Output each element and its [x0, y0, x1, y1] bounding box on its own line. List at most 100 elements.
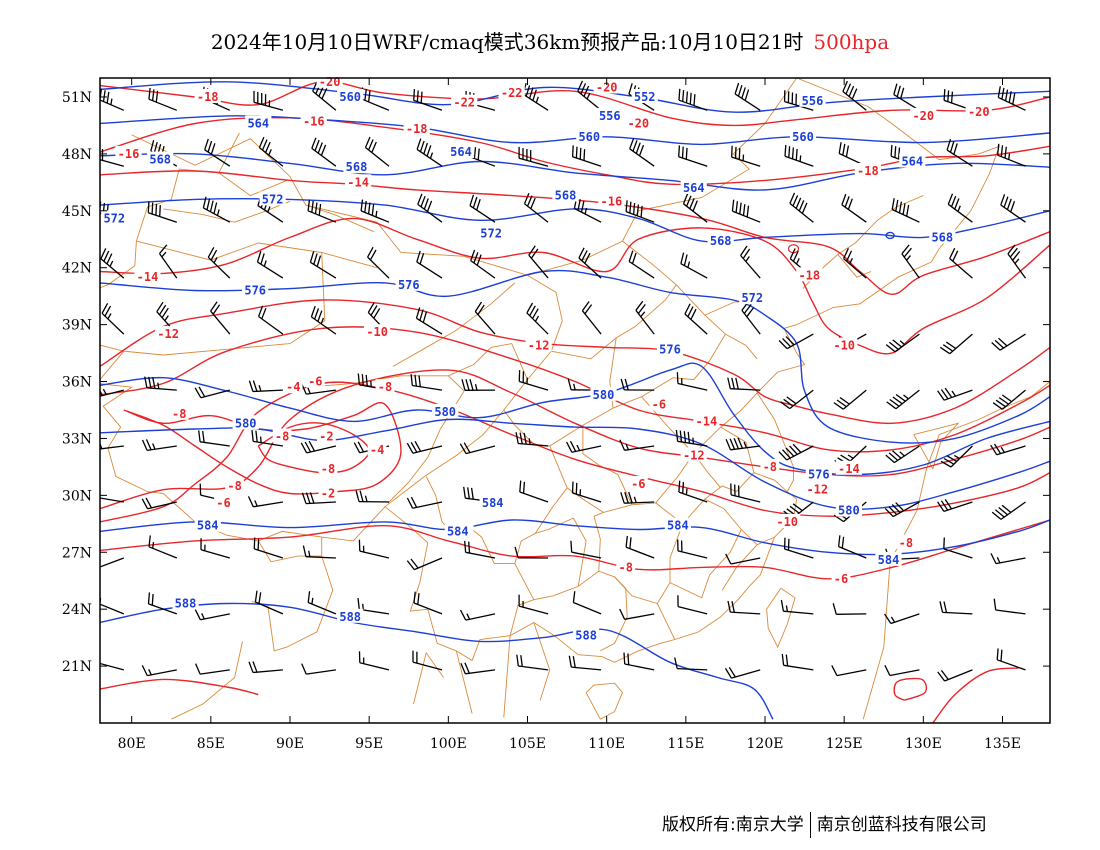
- temperature-contour-label: -12: [157, 327, 179, 341]
- geopotential-contour-label-bg: [707, 233, 734, 248]
- geopotential-contour-label: 568: [555, 189, 577, 203]
- wind-barb: [991, 501, 1026, 520]
- geopotential-contour-label: 572: [480, 227, 502, 241]
- wind-barb: [990, 443, 1026, 456]
- temperature-contour-label: -12: [806, 483, 828, 497]
- temperature-contour-label: -8: [275, 430, 289, 444]
- wind-barb: [1000, 194, 1026, 223]
- temperature-contour-label-bg: [300, 113, 327, 128]
- wind-barb: [469, 194, 496, 223]
- wind-barb: [301, 663, 336, 675]
- temperature-contour-label-bg: [364, 324, 391, 339]
- temperature-contour-label: -8: [899, 536, 913, 550]
- temperature-contour-label-bg: [831, 570, 851, 585]
- temperature-contour-label-bg: [318, 460, 338, 475]
- temperature-contour-label: -18: [197, 90, 219, 104]
- wind-barb: [992, 389, 1026, 410]
- boundary-line: [257, 537, 323, 563]
- wind-barb: [198, 430, 230, 447]
- temperature-contour-label: -18: [798, 268, 820, 282]
- geopotential-contour-label-bg: [805, 466, 832, 481]
- contour-labels: -22 -22 -20 -20 -20 -20 -20 -18 -18 -18 -18 -16 -16 -…: [101, 73, 992, 643]
- wind-barb: [100, 248, 125, 279]
- x-tick-label: 125E: [826, 736, 863, 752]
- geopotential-line: [100, 519, 1050, 556]
- wind-barb: [301, 492, 336, 505]
- wind-barb: [364, 136, 390, 167]
- wind-barb: [300, 440, 337, 454]
- wind-barb: [519, 480, 549, 503]
- wind-barb: [307, 591, 337, 615]
- geopotential-contour-label-bg: [478, 225, 505, 240]
- temperature-contour-label-bg: [854, 163, 881, 177]
- wind-barb: [195, 663, 230, 675]
- wind-barb: [885, 445, 920, 464]
- x-tick-label: 130E: [905, 736, 942, 752]
- geopotential-contour-label-bg: [101, 210, 128, 225]
- wind-barb: [947, 193, 973, 223]
- wind-barb: [734, 82, 761, 111]
- geopotential-contour-label-bg: [799, 92, 826, 107]
- geopotential-contour-label-bg: [259, 191, 286, 206]
- geopotential-contour-label: 580: [434, 405, 456, 419]
- boundary-line: [392, 282, 516, 367]
- geopotential-contour-label: 580: [838, 504, 860, 518]
- wind-barb: [416, 250, 443, 279]
- wind-barb: [570, 540, 602, 559]
- wind-barb: [307, 199, 337, 223]
- wind-barb: [946, 139, 973, 167]
- wind-barb: [247, 496, 284, 508]
- wind-barb: [741, 300, 761, 335]
- wind-barb: [893, 83, 920, 111]
- wind-barb: [518, 146, 549, 167]
- wind-barb: [251, 430, 283, 447]
- boundary-line: [693, 392, 758, 454]
- wind-barb: [783, 537, 814, 559]
- x-tick-label: 85E: [197, 736, 225, 752]
- geopotential-contour-label: 584: [482, 496, 504, 510]
- temperature-contour-label-bg: [134, 269, 161, 284]
- wind-barb: [144, 376, 177, 391]
- boundary-line: [425, 476, 515, 565]
- wind-barb: [620, 378, 655, 391]
- temperature-contour-label: -20: [627, 117, 649, 131]
- boundary-line: [593, 511, 604, 572]
- y-tick-label: 30N: [62, 488, 92, 504]
- temperature-contour-label-bg: [345, 174, 372, 189]
- temperature-contour-label: -16: [601, 194, 623, 208]
- wind-barb: [939, 601, 973, 615]
- wind-barb: [937, 387, 973, 401]
- wind-barb: [780, 389, 814, 410]
- temperature-contour-label: -10: [366, 325, 388, 339]
- boundary-line: [725, 333, 758, 360]
- geopotential-contour-label-bg: [631, 89, 658, 103]
- y-tick-label: 39N: [62, 318, 92, 334]
- geopotential-contour-label: 568: [149, 153, 171, 167]
- temperature-contour-label-bg: [498, 85, 525, 100]
- geopotential-contour-label: 576: [244, 284, 266, 298]
- boundary-line: [514, 517, 587, 600]
- wind-barb: [200, 538, 230, 559]
- temperature-contour-label-bg: [318, 485, 338, 500]
- wind-barb: [415, 307, 443, 335]
- boundary-line: [582, 425, 633, 505]
- temperature-contour-label: -6: [216, 496, 230, 510]
- wind-barb: [778, 443, 814, 461]
- y-tick-label: 48N: [62, 147, 92, 163]
- wind-barb: [993, 598, 1026, 615]
- wind-barb: [625, 200, 655, 223]
- temperature-contour-label: -8: [618, 560, 632, 574]
- wind-barb: [571, 481, 602, 503]
- boundary-line: [862, 381, 1050, 720]
- temperature-contour-label: -8: [321, 462, 335, 476]
- wind-barb: [204, 138, 231, 167]
- wind-barb: [194, 609, 230, 621]
- wind-barb: [355, 490, 390, 503]
- wind-barb: [572, 591, 602, 615]
- plot-frame: [99, 77, 1051, 724]
- boundary-line: [600, 576, 628, 652]
- wind-barb: [568, 655, 602, 671]
- x-tick-label: 105E: [509, 736, 546, 752]
- temperature-line: [100, 381, 1050, 523]
